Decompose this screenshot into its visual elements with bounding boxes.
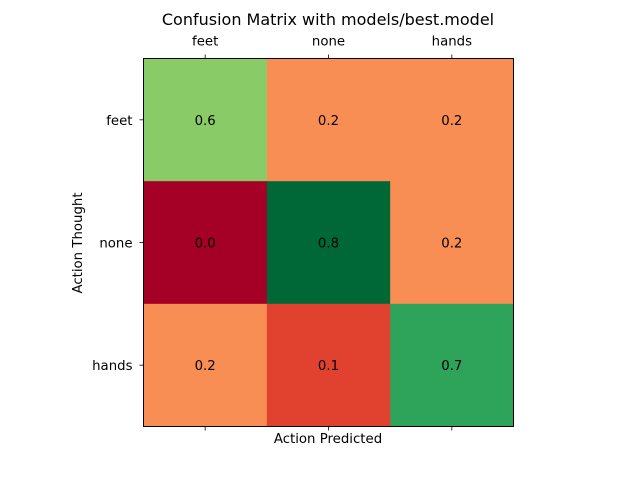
cell-value-label: 0.2 [318, 114, 339, 129]
cell-value-label: 0.6 [195, 114, 216, 129]
cell-value-label: 0.8 [318, 237, 339, 252]
cell-value-label: 0.1 [318, 359, 339, 374]
heatmap-cell-none-feet [143, 181, 268, 305]
heatmap-cell-none-none [266, 181, 391, 305]
x-tick-label: feet [192, 35, 218, 50]
y-tick-label: none [99, 237, 132, 252]
x-axis-label: Action Predicted [274, 432, 382, 447]
heatmap-cells [143, 58, 514, 427]
cell-value-label: 0.7 [441, 359, 462, 374]
cell-value-label: 0.2 [441, 237, 462, 252]
heatmap-cell-feet-hands [390, 58, 514, 182]
x-tick-label: hands [432, 35, 472, 50]
y-axis-ticks: feet none hands [92, 114, 144, 374]
heatmap-cell-feet-none [266, 58, 391, 182]
cell-value-label: 0.0 [195, 237, 216, 252]
x-axis-ticks: feet none hands [192, 35, 472, 431]
heatmap-cell-hands-hands [390, 303, 514, 427]
heatmap-cell-none-hands [390, 181, 514, 305]
heatmap-cell-hands-none [266, 303, 391, 427]
y-axis-label: Action Thought [71, 192, 86, 293]
heatmap-cell-labels: 0.6 0.2 0.2 0.0 0.8 0.2 0.2 0.1 0.7 [195, 114, 463, 374]
heatmap-cell-hands-feet [143, 303, 268, 427]
x-tick-label: none [312, 35, 345, 50]
cell-value-label: 0.2 [195, 359, 216, 374]
cell-value-label: 0.2 [441, 114, 462, 129]
y-tick-label: hands [92, 359, 132, 374]
heatmap-cell-feet-feet [143, 58, 268, 182]
y-tick-label: feet [106, 114, 132, 129]
chart-title: Confusion Matrix with models/best.model [162, 10, 494, 29]
